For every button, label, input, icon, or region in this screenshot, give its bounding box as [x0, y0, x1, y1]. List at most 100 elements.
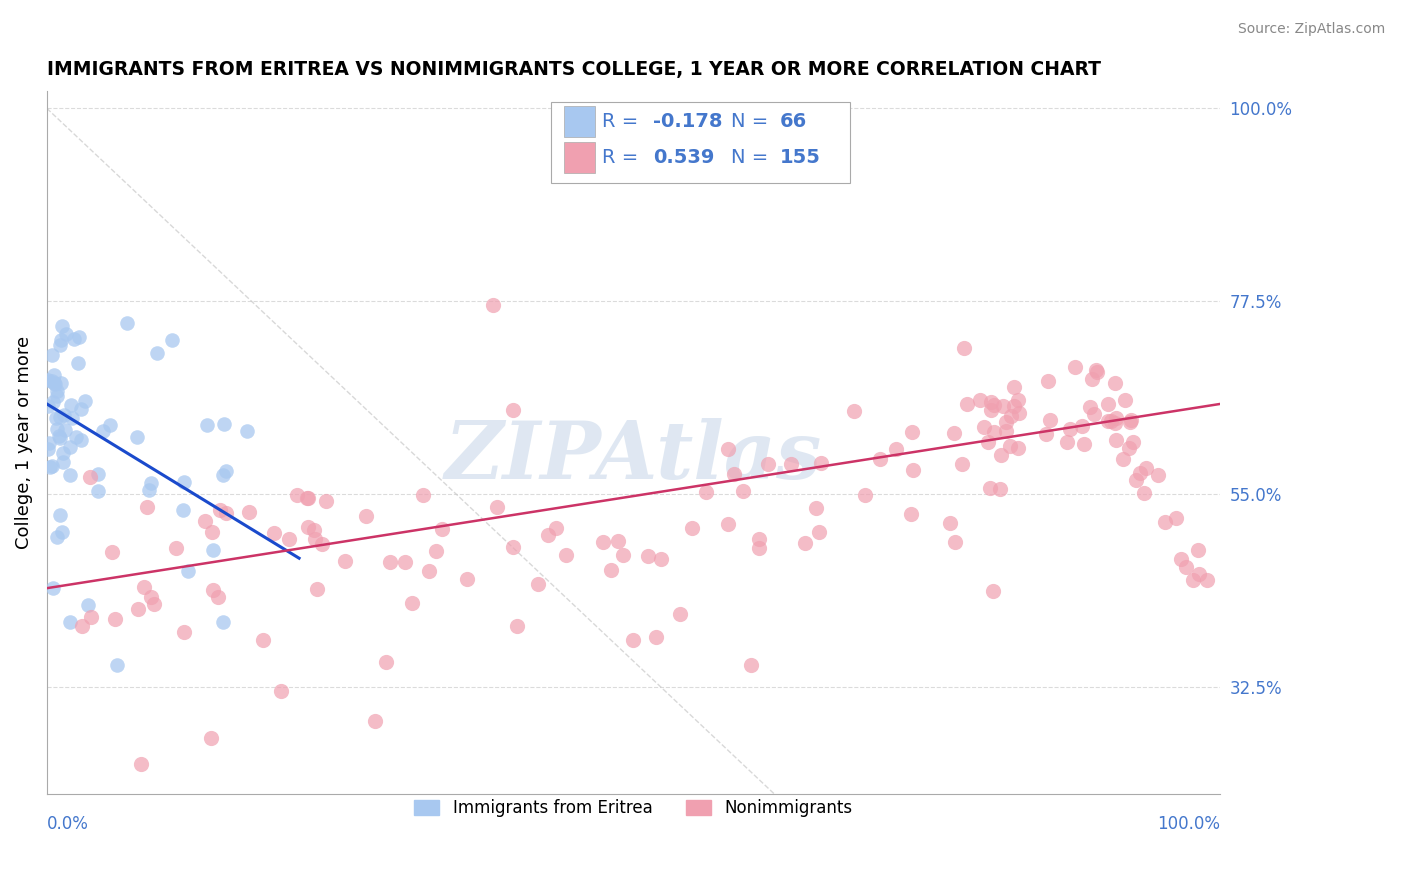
Point — [780, 457, 803, 471]
Point — [93, 424, 115, 438]
Point — [98, 417, 121, 432]
Point — [1008, 406, 1031, 420]
Point — [201, 525, 224, 540]
Point — [354, 509, 377, 524]
Point — [129, 756, 152, 771]
Point — [1175, 560, 1198, 574]
Point — [138, 483, 160, 497]
Point — [46, 422, 69, 436]
Point — [1071, 419, 1094, 434]
Point — [1188, 567, 1211, 582]
Point — [1073, 437, 1095, 451]
Point — [731, 483, 754, 498]
Point — [104, 612, 127, 626]
Point — [394, 555, 416, 569]
Point — [456, 572, 478, 586]
Point — [995, 415, 1018, 429]
Point — [425, 544, 447, 558]
Point — [49, 431, 72, 445]
Point — [793, 536, 815, 550]
Point — [1153, 515, 1175, 529]
Point — [135, 500, 157, 514]
Point — [143, 597, 166, 611]
Point — [481, 298, 503, 312]
Point — [983, 425, 1005, 439]
Point — [212, 467, 235, 482]
Point — [956, 397, 979, 411]
Point — [315, 494, 337, 508]
Point — [681, 521, 703, 535]
Point — [1080, 372, 1102, 386]
Point — [973, 420, 995, 434]
Point — [37, 442, 59, 456]
Point — [903, 463, 925, 477]
Point — [1097, 396, 1119, 410]
Point — [335, 554, 357, 568]
Point — [1119, 413, 1142, 427]
Point — [1085, 363, 1108, 377]
Point — [141, 590, 163, 604]
Point — [364, 714, 387, 728]
Point — [988, 482, 1011, 496]
Point — [432, 522, 454, 536]
Point — [270, 684, 292, 698]
Text: R =: R = — [602, 148, 638, 167]
Point — [723, 467, 745, 481]
Point — [202, 543, 225, 558]
Point — [49, 376, 72, 390]
Point — [374, 655, 396, 669]
Point — [1035, 426, 1057, 441]
Point — [844, 403, 866, 417]
Point — [51, 318, 73, 333]
Point — [1007, 392, 1029, 407]
Point — [1000, 409, 1022, 424]
Point — [650, 552, 672, 566]
Point — [1104, 376, 1126, 390]
Point — [1129, 466, 1152, 480]
Point — [1146, 468, 1168, 483]
Point — [127, 430, 149, 444]
Point — [1181, 573, 1204, 587]
Point — [195, 418, 218, 433]
Point — [176, 564, 198, 578]
Point — [1104, 411, 1126, 425]
Point — [900, 507, 922, 521]
Point — [202, 583, 225, 598]
Y-axis label: College, 1 year or more: College, 1 year or more — [15, 336, 32, 549]
Point — [58, 440, 80, 454]
Point — [51, 525, 73, 540]
Point — [59, 615, 82, 630]
Point — [979, 481, 1001, 495]
Point — [645, 630, 668, 644]
Point — [252, 632, 274, 647]
Point — [49, 508, 72, 522]
Point — [1132, 486, 1154, 500]
Point — [41, 458, 63, 473]
Point — [546, 521, 568, 535]
Point — [1078, 400, 1101, 414]
Point — [1007, 441, 1029, 455]
Point — [214, 417, 236, 432]
Point — [146, 346, 169, 360]
Point — [980, 395, 1002, 409]
Point — [1056, 435, 1078, 450]
Point — [1101, 414, 1123, 428]
Point — [311, 537, 333, 551]
Text: 66: 66 — [780, 112, 807, 131]
Point — [1118, 441, 1140, 455]
Point — [60, 410, 83, 425]
Text: R =: R = — [602, 112, 638, 131]
Point — [537, 528, 560, 542]
Point — [810, 457, 832, 471]
Point — [938, 516, 960, 530]
Point — [194, 514, 217, 528]
Point — [1187, 543, 1209, 558]
Point — [48, 338, 70, 352]
Point — [59, 467, 82, 482]
Point — [502, 403, 524, 417]
Point — [695, 484, 717, 499]
Point — [977, 435, 1000, 450]
Point — [101, 545, 124, 559]
Text: 0.539: 0.539 — [654, 148, 714, 167]
Point — [165, 541, 187, 555]
